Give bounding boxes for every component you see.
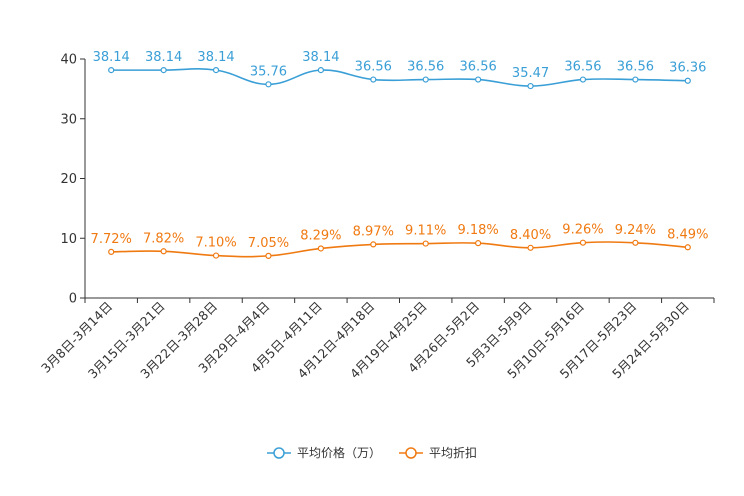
legend-discount-label: 平均折扣 <box>429 446 478 460</box>
data-label: 7.10% <box>195 236 236 251</box>
data-point[interactable] <box>370 76 377 83</box>
data-label: 38.14 <box>197 50 234 65</box>
data-label: 7.05% <box>248 236 289 251</box>
data-label: 8.40% <box>510 228 551 243</box>
data-point[interactable] <box>108 248 115 255</box>
data-label: 9.18% <box>457 223 498 238</box>
data-label: 36.56 <box>617 60 654 75</box>
data-point[interactable] <box>422 240 429 247</box>
legend: 平均价格（万） 平均折扣 <box>0 444 744 461</box>
data-point[interactable] <box>422 76 429 83</box>
line-chart: 0 10 20 30 40 3月8日-3月14日3月15日-3月21日3月22日-3月2… <box>38 50 715 381</box>
data-label: 36.36 <box>669 61 706 76</box>
data-label: 35.76 <box>250 64 287 79</box>
data-point[interactable] <box>370 241 377 248</box>
y-axis: 0 10 20 30 40 <box>60 53 86 307</box>
series-line <box>111 68 688 87</box>
data-label: 8.97% <box>353 224 394 239</box>
data-point[interactable] <box>475 76 482 83</box>
data-label: 8.29% <box>300 228 341 243</box>
data-label: 7.72% <box>91 232 132 247</box>
data-point[interactable] <box>684 77 691 84</box>
data-label: 9.26% <box>562 223 603 238</box>
data-label: 36.56 <box>355 60 392 75</box>
data-point[interactable] <box>265 252 272 259</box>
legend-item-price[interactable]: 平均价格（万） <box>266 444 381 461</box>
data-point[interactable] <box>212 67 220 74</box>
data-point[interactable] <box>265 81 272 88</box>
y-tick-label: 0 <box>69 292 77 307</box>
y-tick-label: 40 <box>60 53 77 68</box>
data-label: 8.49% <box>667 227 708 242</box>
legend-item-discount[interactable]: 平均折扣 <box>399 444 477 461</box>
data-label: 7.82% <box>143 231 184 246</box>
series-0: 38.14 38.14 38.14 35.76 38.14 36.56 36.56 36.56… <box>93 50 706 90</box>
y-tick-label: 10 <box>60 232 77 247</box>
data-point[interactable] <box>160 248 167 255</box>
data-point[interactable] <box>317 245 324 252</box>
series-line <box>111 241 688 258</box>
series-1: 7.72% 7.82% 7.10% 7.05% 8.29% 8.97% 9.11% 9.18%… <box>91 223 708 259</box>
data-point[interactable] <box>317 67 324 74</box>
data-label: 36.56 <box>407 60 444 75</box>
data-point[interactable] <box>527 82 534 90</box>
y-tick-label: 20 <box>60 172 77 187</box>
y-tick-label: 30 <box>60 112 77 127</box>
data-point[interactable] <box>632 239 639 246</box>
data-label: 35.47 <box>512 66 549 81</box>
data-label: 38.14 <box>302 50 339 65</box>
data-point[interactable] <box>160 67 167 74</box>
data-label: 36.56 <box>460 60 497 75</box>
data-point[interactable] <box>527 244 534 251</box>
data-point[interactable] <box>579 239 587 246</box>
data-label: 9.24% <box>615 223 656 238</box>
data-point[interactable] <box>684 244 691 251</box>
data-label: 36.56 <box>564 60 601 75</box>
x-axis: 3月8日-3月14日3月15日-3月21日3月22日-3月28日3月29日-4月… <box>38 297 715 381</box>
legend-price-marker-icon <box>266 446 291 459</box>
legend-price-label: 平均价格（万） <box>296 446 381 460</box>
data-point[interactable] <box>108 67 115 74</box>
series-layer: 38.14 38.14 38.14 35.76 38.14 36.56 36.56 36.56… <box>91 50 708 259</box>
data-point[interactable] <box>632 76 639 83</box>
data-label: 38.14 <box>93 50 130 65</box>
data-label: 9.11% <box>405 224 446 239</box>
data-label: 38.14 <box>145 50 182 65</box>
data-point[interactable] <box>212 252 220 259</box>
data-point[interactable] <box>579 76 587 83</box>
data-point[interactable] <box>475 240 482 247</box>
legend-discount-marker-icon <box>399 446 423 459</box>
